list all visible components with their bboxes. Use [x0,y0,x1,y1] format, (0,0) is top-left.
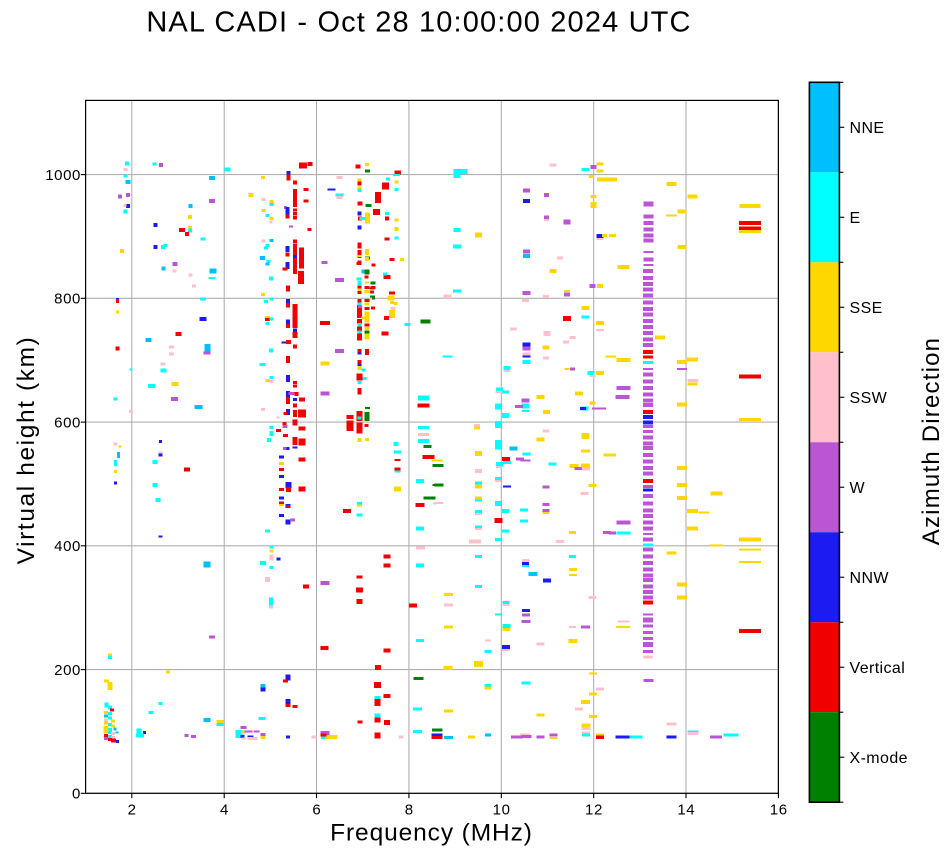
svg-text:2: 2 [128,801,137,818]
svg-text:4: 4 [220,801,229,818]
svg-text:W: W [850,480,866,497]
svg-text:10: 10 [493,801,511,818]
svg-text:14: 14 [677,801,695,818]
svg-text:0: 0 [72,786,81,803]
svg-text:600: 600 [54,415,81,432]
svg-text:SSE: SSE [850,300,883,317]
svg-text:8: 8 [405,801,414,818]
svg-text:400: 400 [54,538,81,555]
svg-text:X-mode: X-mode [850,750,908,767]
svg-text:Vertical: Vertical [850,660,906,677]
svg-text:16: 16 [770,801,788,818]
svg-text:NNW: NNW [850,570,890,587]
svg-text:12: 12 [585,801,603,818]
svg-text:E: E [850,210,861,227]
svg-text:NNE: NNE [850,120,885,137]
svg-text:NAL CADI - Oct 28 10:00:00 202: NAL CADI - Oct 28 10:00:00 2024 UTC [146,7,691,39]
svg-text:SSW: SSW [850,390,888,407]
svg-text:200: 200 [54,662,81,679]
svg-text:6: 6 [312,801,321,818]
svg-text:1000: 1000 [45,167,81,184]
svg-text:800: 800 [54,291,81,308]
svg-text:Virtual height (km): Virtual height (km) [13,336,40,565]
svg-text:Azimuth Direction: Azimuth Direction [918,337,945,545]
svg-text:Frequency (MHz): Frequency (MHz) [330,820,533,847]
